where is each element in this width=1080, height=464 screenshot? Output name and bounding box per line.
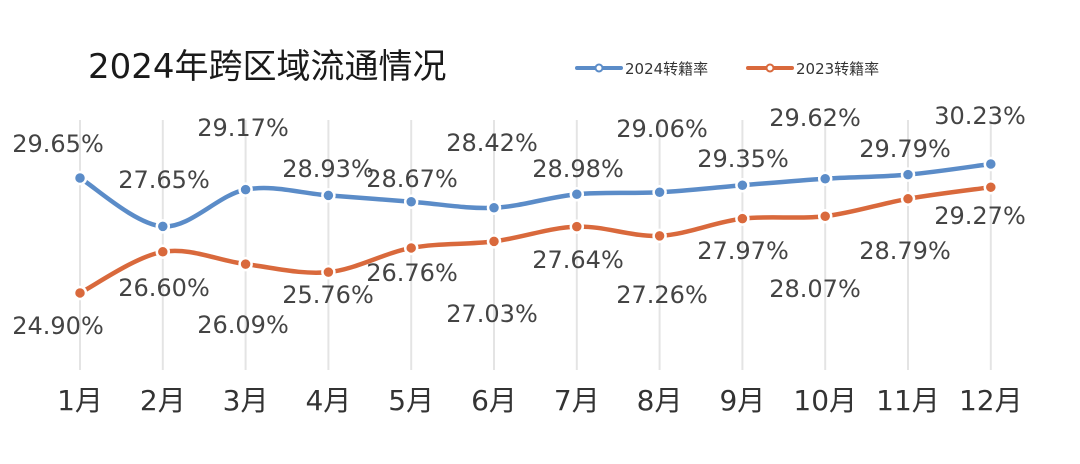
- series-line-1: [77, 184, 994, 296]
- data-point: [735, 211, 750, 226]
- data-point: [403, 240, 419, 256]
- data-point: [652, 228, 667, 244]
- data-point: [569, 186, 585, 202]
- data-label: 27.97%: [697, 237, 789, 265]
- data-point: [486, 234, 502, 249]
- x-tick-label: 6月: [471, 384, 517, 417]
- data-point: [72, 170, 88, 186]
- data-point: [652, 185, 667, 200]
- data-point: [569, 219, 585, 234]
- legend-swatch-marker: [594, 63, 604, 73]
- x-tick-label: 4月: [305, 384, 351, 417]
- data-label: 26.09%: [197, 311, 289, 339]
- x-tick-label: 9月: [719, 384, 765, 417]
- data-label: 29.79%: [859, 135, 951, 163]
- chart-title: 2024年跨区域流通情况: [88, 47, 447, 87]
- data-point: [817, 208, 833, 224]
- data-labels: 29.65% 27.65% 29.17% 28.93%28.67% 28.42%28.9…: [12, 102, 1026, 340]
- data-label: 28.42%: [446, 129, 538, 157]
- data-label: 28.07%: [769, 275, 861, 303]
- data-point: [486, 200, 502, 216]
- data-point: [900, 167, 916, 182]
- data-label: 27.65%: [118, 166, 210, 194]
- data-label: 29.27%: [934, 202, 1026, 230]
- x-tick-label: 3月: [223, 384, 269, 417]
- x-tick-label: 8月: [637, 384, 683, 417]
- data-label: 28.93%: [282, 155, 374, 183]
- data-point: [321, 264, 336, 280]
- data-label: 29.62%: [769, 104, 861, 132]
- x-tick-label: 2月: [140, 384, 186, 417]
- legend-label: 2023转籍率: [796, 60, 879, 78]
- data-label: 29.06%: [616, 115, 708, 143]
- data-label: 26.76%: [366, 259, 458, 287]
- data-point: [983, 179, 999, 195]
- data-point: [238, 182, 253, 197]
- x-tick-label: 10月: [793, 384, 857, 417]
- data-label: 27.26%: [616, 281, 708, 309]
- data-point: [983, 156, 999, 172]
- legend-swatch-marker: [765, 63, 775, 73]
- x-tick-label: 7月: [554, 384, 600, 417]
- data-label: 24.90%: [12, 312, 104, 340]
- data-label: 30.23%: [934, 102, 1026, 130]
- data-label: 28.67%: [366, 165, 458, 193]
- data-label: 29.17%: [197, 114, 289, 142]
- data-point: [900, 191, 916, 207]
- data-label: 28.79%: [859, 237, 951, 265]
- data-point: [817, 171, 833, 186]
- data-point: [72, 285, 88, 301]
- data-label: 27.64%: [532, 246, 624, 274]
- data-point: [403, 194, 419, 209]
- x-tick-label: 1月: [57, 384, 103, 417]
- data-point: [735, 178, 750, 193]
- data-label: 26.60%: [118, 274, 210, 302]
- legend: 2024转籍率 2023转籍率: [575, 60, 879, 78]
- data-label: 25.76%: [282, 281, 374, 309]
- x-tick-label: 11月: [876, 384, 940, 417]
- data-point: [321, 188, 336, 203]
- x-axis-ticks: 1月 2月 3月 4月 5月 6月 7月 8月 9月 10月 11月 12月: [57, 384, 1023, 417]
- grid: [79, 120, 992, 370]
- x-tick-label: 5月: [388, 384, 434, 417]
- data-points: [72, 156, 999, 301]
- data-point: [155, 244, 171, 260]
- data-label: 27.03%: [446, 300, 538, 328]
- data-point: [238, 256, 253, 272]
- x-tick-label: 12月: [959, 384, 1023, 417]
- legend-label: 2024转籍率: [625, 60, 708, 78]
- data-label: 29.65%: [12, 130, 104, 158]
- data-label: 28.98%: [532, 155, 624, 183]
- data-label: 29.35%: [697, 145, 789, 173]
- data-point: [155, 219, 171, 234]
